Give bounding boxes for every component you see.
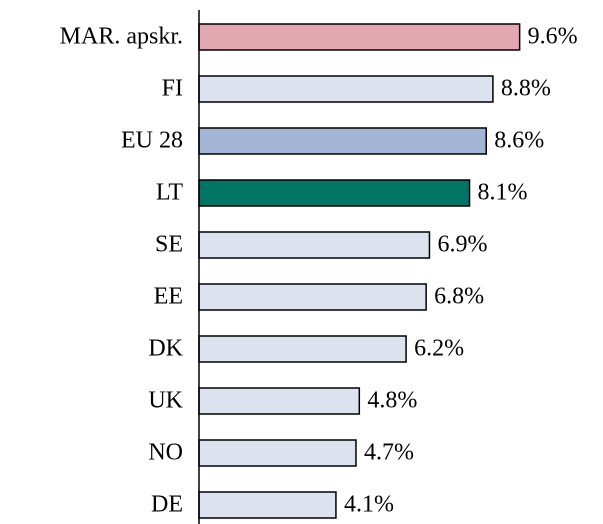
- bar: [198, 23, 521, 51]
- value-label: 8.1%: [478, 180, 528, 206]
- category-label: SE: [155, 232, 183, 258]
- bar: [198, 387, 361, 415]
- value-label: 6.8%: [434, 284, 484, 310]
- bar: [198, 335, 407, 363]
- category-label: LT: [156, 180, 183, 206]
- value-label: 4.8%: [367, 388, 417, 414]
- value-label: 4.1%: [344, 492, 394, 518]
- bar: [198, 127, 487, 155]
- bar: [198, 439, 357, 467]
- category-label: DE: [151, 492, 183, 518]
- category-label: DK: [148, 336, 183, 362]
- category-label: FI: [162, 76, 183, 102]
- value-label: 6.2%: [414, 336, 464, 362]
- value-label: 4.7%: [364, 440, 414, 466]
- bar: [198, 75, 494, 103]
- category-label: UK: [148, 388, 183, 414]
- value-label: 9.6%: [528, 24, 578, 50]
- category-label: EE: [154, 284, 183, 310]
- category-label: MAR. apskr.: [60, 24, 183, 50]
- bar: [198, 179, 471, 207]
- value-label: 6.9%: [437, 232, 487, 258]
- value-label: 8.6%: [494, 128, 544, 154]
- category-label: NO: [148, 440, 183, 466]
- bar: [198, 491, 337, 519]
- value-label: 8.8%: [501, 76, 551, 102]
- category-label: EU 28: [121, 128, 183, 154]
- bar: [198, 231, 431, 259]
- bar: [198, 283, 427, 311]
